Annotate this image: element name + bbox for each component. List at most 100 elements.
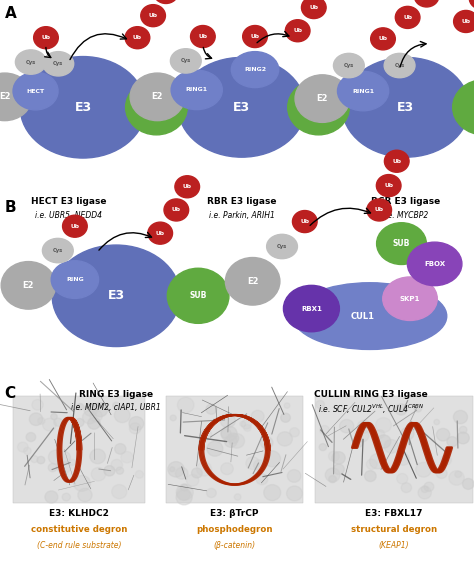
Ellipse shape xyxy=(175,467,188,479)
Ellipse shape xyxy=(176,484,193,500)
Ellipse shape xyxy=(38,418,45,425)
Text: SUB: SUB xyxy=(393,239,410,248)
Ellipse shape xyxy=(176,490,192,505)
Text: Ub: Ub xyxy=(251,34,259,39)
Text: RCR E3 ligase: RCR E3 ligase xyxy=(371,197,440,206)
Ellipse shape xyxy=(167,268,229,324)
Ellipse shape xyxy=(57,451,71,463)
Ellipse shape xyxy=(206,404,217,414)
Ellipse shape xyxy=(319,426,329,434)
Ellipse shape xyxy=(73,476,91,491)
Text: constitutive degron: constitutive degron xyxy=(31,525,127,535)
Ellipse shape xyxy=(357,420,371,433)
Text: Ub: Ub xyxy=(301,219,309,224)
Ellipse shape xyxy=(329,476,337,483)
Ellipse shape xyxy=(32,400,43,410)
Ellipse shape xyxy=(51,414,57,419)
Ellipse shape xyxy=(407,242,462,285)
Ellipse shape xyxy=(284,403,290,408)
Text: Ub: Ub xyxy=(42,35,50,40)
Ellipse shape xyxy=(62,493,70,501)
Ellipse shape xyxy=(207,441,223,456)
Ellipse shape xyxy=(384,440,399,453)
Ellipse shape xyxy=(77,404,84,410)
Ellipse shape xyxy=(13,72,58,110)
Ellipse shape xyxy=(48,450,64,464)
Ellipse shape xyxy=(395,6,420,28)
Ellipse shape xyxy=(45,491,58,503)
Ellipse shape xyxy=(221,426,237,441)
Text: RBX1: RBX1 xyxy=(301,306,322,311)
Text: HECT: HECT xyxy=(27,89,45,93)
Ellipse shape xyxy=(434,419,439,425)
Ellipse shape xyxy=(24,447,31,455)
Ellipse shape xyxy=(112,484,127,499)
Ellipse shape xyxy=(416,462,431,477)
Ellipse shape xyxy=(48,463,57,472)
Text: Cys: Cys xyxy=(26,60,36,64)
Ellipse shape xyxy=(191,26,215,48)
Text: SUB: SUB xyxy=(310,103,327,112)
Ellipse shape xyxy=(397,473,408,484)
Ellipse shape xyxy=(395,404,407,415)
Ellipse shape xyxy=(197,462,211,476)
Ellipse shape xyxy=(42,238,73,263)
Ellipse shape xyxy=(20,56,146,158)
Ellipse shape xyxy=(397,454,410,465)
Text: RING1: RING1 xyxy=(352,89,374,93)
Ellipse shape xyxy=(355,439,363,447)
Ellipse shape xyxy=(376,418,392,433)
Ellipse shape xyxy=(90,410,102,422)
Text: SKP1: SKP1 xyxy=(400,296,420,302)
Ellipse shape xyxy=(34,27,58,49)
Ellipse shape xyxy=(333,464,344,474)
Ellipse shape xyxy=(178,57,305,157)
FancyBboxPatch shape xyxy=(166,396,303,503)
Ellipse shape xyxy=(287,486,302,501)
Text: structural degron: structural degron xyxy=(351,525,437,535)
Text: Cys: Cys xyxy=(277,244,287,249)
Ellipse shape xyxy=(287,470,301,482)
Ellipse shape xyxy=(418,487,431,499)
Ellipse shape xyxy=(292,211,317,233)
Ellipse shape xyxy=(168,462,184,477)
Text: i.e. SCF, CUL2$^{VHL}$, CUL4$^{CRBN}$: i.e. SCF, CUL2$^{VHL}$, CUL4$^{CRBN}$ xyxy=(318,403,424,416)
Text: E2: E2 xyxy=(23,281,34,290)
Ellipse shape xyxy=(113,402,119,408)
Ellipse shape xyxy=(375,430,384,438)
Ellipse shape xyxy=(82,411,96,424)
Text: Ub: Ub xyxy=(293,28,302,33)
Text: RING1: RING1 xyxy=(186,88,208,92)
Ellipse shape xyxy=(295,75,349,122)
Ellipse shape xyxy=(264,485,281,501)
Text: E3: E3 xyxy=(397,101,414,114)
Text: B: B xyxy=(5,200,17,215)
Ellipse shape xyxy=(51,261,99,299)
Ellipse shape xyxy=(186,474,199,486)
Ellipse shape xyxy=(356,429,369,442)
Text: FBOX: FBOX xyxy=(424,261,445,267)
Ellipse shape xyxy=(130,73,184,121)
Ellipse shape xyxy=(92,403,108,417)
Ellipse shape xyxy=(54,418,63,426)
Text: RING: RING xyxy=(66,277,84,282)
Ellipse shape xyxy=(75,419,84,426)
Text: C: C xyxy=(5,386,16,401)
Text: E2: E2 xyxy=(0,92,10,101)
Ellipse shape xyxy=(70,459,76,465)
Ellipse shape xyxy=(15,50,46,74)
Ellipse shape xyxy=(18,442,28,452)
Ellipse shape xyxy=(342,57,469,157)
Ellipse shape xyxy=(90,449,106,464)
Text: E3: KLHDC2: E3: KLHDC2 xyxy=(49,509,109,519)
Ellipse shape xyxy=(437,429,450,441)
Text: E3: E3 xyxy=(233,101,250,114)
Ellipse shape xyxy=(288,80,349,135)
Ellipse shape xyxy=(175,176,200,198)
Text: Cys: Cys xyxy=(394,63,405,68)
Ellipse shape xyxy=(366,459,377,469)
Text: Ub: Ub xyxy=(310,5,318,10)
Ellipse shape xyxy=(384,53,415,78)
Ellipse shape xyxy=(0,73,32,121)
Ellipse shape xyxy=(164,199,189,221)
